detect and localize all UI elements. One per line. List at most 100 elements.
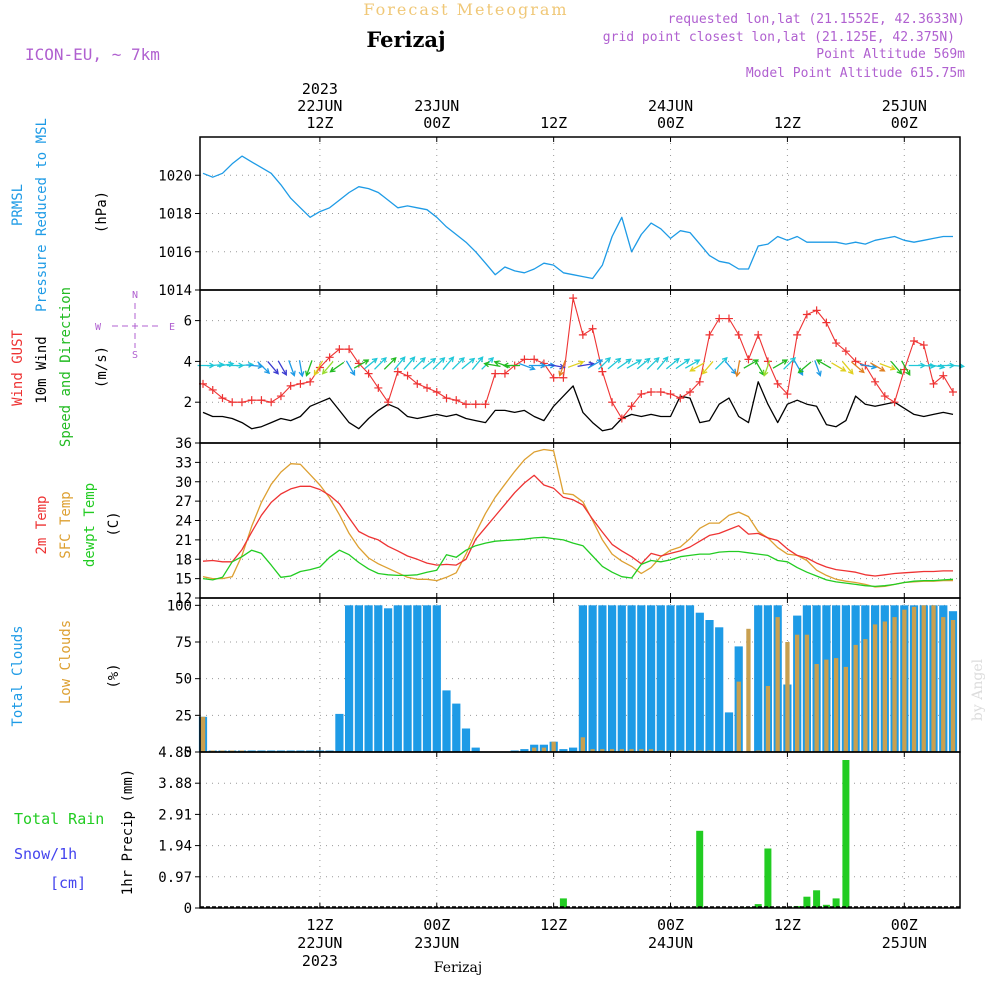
gust-marker (432, 388, 441, 396)
y-tick-label: 12 (175, 591, 192, 607)
gust-marker (793, 330, 802, 339)
wind-direction-arrow (675, 358, 691, 370)
low-cloud-bar (551, 741, 556, 752)
low-cloud-bar (590, 749, 595, 752)
top-time-label: 12Z (306, 114, 333, 132)
panels: 1014101610181020246121518212427303336025… (158, 136, 966, 917)
wind-direction-arrow (393, 356, 406, 371)
wind-direction-arrow (577, 361, 595, 368)
gust-marker (910, 337, 919, 345)
bottom-time-label: 25JUN (882, 934, 927, 952)
bottom-time-label: 00Z (891, 916, 918, 934)
wind-direction-arrow (831, 362, 847, 372)
gust-marker (218, 394, 227, 403)
gust-marker (423, 383, 432, 392)
total-cloud-bar (520, 749, 529, 752)
cloud-unit: (%) (106, 663, 122, 688)
gust-marker (374, 383, 383, 392)
total-rain-label: Total Rain (14, 810, 104, 828)
y-tick-label: 0.97 (158, 870, 192, 886)
gust-marker (949, 388, 957, 396)
y-tick-label: 1018 (158, 207, 192, 223)
temp-labels: 2m Temp SFC Temp dewpt Temp (C) (34, 483, 122, 567)
wind-direction-arrow (890, 360, 903, 375)
wind-direction-arrow (814, 360, 822, 377)
top-time-label: 24JUN (648, 97, 693, 115)
gust-marker (890, 398, 899, 407)
wind-direction-arrow (548, 363, 566, 370)
rain-bar (803, 896, 811, 908)
gust-marker (851, 357, 860, 366)
total-cloud-bar (598, 605, 607, 752)
panel-2: 12 15 18 21 24 27 30 33 36 (175, 436, 960, 607)
wind-speed-line (202, 381, 954, 432)
sfc-temp-line (202, 448, 953, 588)
gust-marker (715, 314, 724, 323)
total-cloud-bar (647, 605, 656, 752)
wind-direction-arrow (345, 360, 356, 376)
wind-direction-arrow (329, 361, 345, 373)
panel-3: 0 25 50 75 100 (167, 598, 960, 761)
low-cloud-bar (580, 737, 585, 752)
low-cloud-bar (882, 621, 887, 752)
gust-marker (598, 367, 607, 376)
gust-marker (578, 330, 587, 339)
low-cloud-bar (814, 664, 819, 752)
author-watermark: by Angel (970, 658, 986, 721)
bottom-time-label: 12Z (540, 916, 567, 934)
gust-marker (286, 381, 295, 390)
tsfc-label: SFC Temp (58, 491, 74, 558)
gust-marker (530, 355, 539, 364)
y-tick-label: 27 (175, 494, 192, 510)
wind-direction-arrow (725, 360, 737, 375)
gridpoint-coords: grid point closest lon,lat (21.125E, 42.… (603, 30, 955, 45)
gust-marker (919, 341, 928, 350)
total-cloud-bar (335, 713, 344, 752)
wind-direction-arrow (432, 356, 446, 370)
wind-direction-label: Speed and Direction (58, 287, 74, 447)
wind-direction-arrow (502, 362, 521, 369)
total-cloud-bar (422, 605, 432, 752)
pressure-unit: (hPa) (94, 191, 110, 233)
gust-marker (724, 314, 733, 323)
gust-marker (364, 369, 373, 378)
precip-labels: Total Rain Snow/1h [cm] 1hr Precip (mm) (14, 769, 136, 895)
t2m-label: 2m Temp (34, 495, 50, 554)
y-tick-label: 2 (184, 395, 192, 411)
dewpoint-line (202, 536, 954, 588)
low-cloud-bar (921, 605, 926, 752)
bottom-time-label: 00Z (657, 916, 684, 934)
wind-direction-arrow (471, 356, 484, 371)
gust-marker (276, 392, 285, 401)
y-tick-label: 4.85 (158, 745, 192, 761)
wind-direction-arrow (374, 356, 387, 370)
gust-marker (559, 373, 568, 382)
top-time-label: 2023 (302, 80, 338, 98)
gust-marker (247, 396, 256, 405)
wind-direction-arrow (714, 356, 728, 370)
total-cloud-bar (354, 605, 363, 752)
gust-label: Wind GUST (10, 330, 26, 406)
gust-marker (695, 377, 704, 386)
bottom-time-label: 12Z (306, 916, 333, 934)
wind-direction-arrow (305, 360, 313, 377)
compass-south: S (132, 350, 138, 361)
y-tick-label: 1020 (158, 168, 192, 184)
total-cloud-bar (374, 605, 383, 752)
wind-direction-arrow (701, 360, 714, 375)
y-tick-label: 24 (175, 514, 192, 530)
wind-direction-arrow (656, 356, 669, 371)
gust-marker (257, 396, 266, 405)
wind-direction-arrow (901, 360, 911, 376)
low-cloud-bar (785, 642, 790, 752)
gust-marker (812, 306, 821, 315)
gust-marker (500, 369, 509, 378)
y-tick-label: 50 (175, 672, 192, 688)
bottom-time-label: 24JUN (648, 934, 693, 952)
gust-marker (325, 353, 334, 362)
wind-direction-arrow (493, 360, 511, 368)
wind10-label: 10m Wind (34, 336, 50, 403)
gust-marker (520, 355, 529, 364)
y-tick-label: 4 (184, 354, 192, 370)
y-tick-label: 2.91 (158, 807, 192, 823)
